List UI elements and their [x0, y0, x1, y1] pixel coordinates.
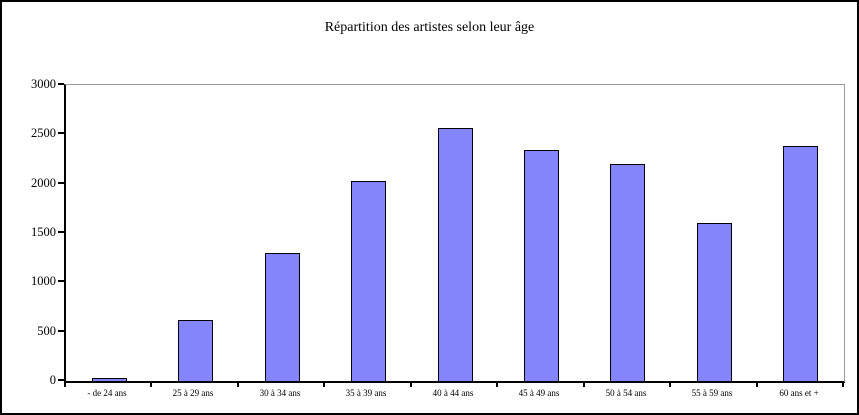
bar — [92, 378, 127, 381]
y-tick-label: 0 — [49, 373, 56, 387]
x-tick-label: 50 à 54 ans — [605, 388, 647, 398]
bar — [524, 150, 559, 381]
x-tick-mark — [583, 382, 585, 387]
x-tick-label: 55 à 59 ans — [691, 388, 733, 398]
y-tick-label: 2500 — [31, 126, 56, 140]
plot-area — [64, 84, 845, 383]
y-tick-label: 1500 — [31, 225, 56, 239]
y-tick-mark — [58, 330, 64, 332]
x-tick-label: 30 à 34 ans — [259, 388, 301, 398]
x-tick-mark — [64, 382, 66, 387]
y-tick-mark — [58, 280, 64, 282]
bar — [265, 253, 300, 381]
x-tick-label: 45 à 49 ans — [518, 388, 560, 398]
bar — [178, 320, 213, 381]
y-tick-mark — [58, 83, 64, 85]
x-tick-mark — [669, 382, 671, 387]
bar — [697, 223, 732, 381]
y-tick-mark — [58, 379, 64, 381]
x-tick-mark — [410, 382, 412, 387]
y-tick-label: 1000 — [31, 274, 56, 288]
x-tick-label: 60 ans et + — [779, 388, 819, 398]
x-tick-label: - de 24 ans — [87, 388, 127, 398]
x-tick-label: 25 à 29 ans — [172, 388, 214, 398]
x-tick-mark — [237, 382, 239, 387]
y-tick-mark — [58, 132, 64, 134]
x-tick-mark — [323, 382, 325, 387]
bar — [351, 181, 386, 381]
y-tick-label: 3000 — [31, 77, 56, 91]
y-tick-label: 500 — [37, 324, 56, 338]
chart-title: Répartition des artistes selon leur âge — [324, 20, 535, 35]
x-tick-mark — [496, 382, 498, 387]
x-tick-mark — [842, 382, 844, 387]
x-tick-label: 35 à 39 ans — [345, 388, 387, 398]
x-tick-mark — [150, 382, 152, 387]
y-tick-mark — [58, 182, 64, 184]
bar — [438, 128, 473, 381]
y-tick-mark — [58, 231, 64, 233]
x-tick-mark — [756, 382, 758, 387]
bar — [783, 146, 818, 381]
x-tick-label: 40 à 44 ans — [432, 388, 474, 398]
bar — [610, 164, 645, 381]
y-tick-label: 2000 — [31, 176, 56, 190]
